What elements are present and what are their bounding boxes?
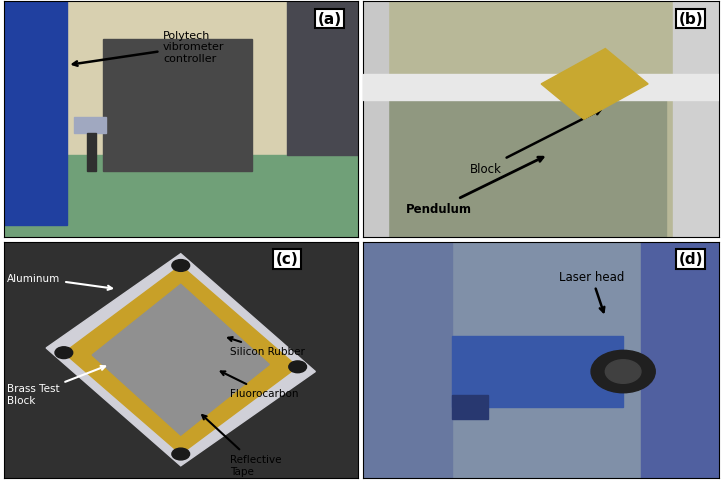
- Bar: [287, 2, 358, 156]
- Circle shape: [172, 260, 189, 272]
- Bar: [641, 242, 719, 478]
- Circle shape: [591, 350, 655, 393]
- Bar: [452, 396, 488, 419]
- Bar: [4, 2, 67, 226]
- Text: (a): (a): [317, 12, 341, 27]
- Polygon shape: [93, 285, 269, 435]
- Bar: [103, 40, 252, 172]
- Text: Aluminum: Aluminum: [7, 273, 112, 290]
- Bar: [452, 336, 623, 407]
- Bar: [363, 2, 388, 238]
- Bar: [363, 75, 719, 101]
- Text: Block: Block: [470, 111, 600, 175]
- Text: Laser head: Laser head: [559, 271, 625, 312]
- Circle shape: [55, 347, 73, 359]
- Text: Pendulum: Pendulum: [406, 158, 543, 216]
- Text: Brass Test
Block: Brass Test Block: [7, 366, 105, 405]
- Text: Reflective
Tape: Reflective Tape: [202, 415, 282, 476]
- Bar: [87, 134, 95, 172]
- Circle shape: [172, 448, 189, 460]
- Text: (d): (d): [679, 252, 703, 267]
- Polygon shape: [64, 266, 298, 454]
- Text: Fluorocarbon: Fluorocarbon: [221, 372, 299, 398]
- Text: Silicon Rubber: Silicon Rubber: [228, 337, 305, 356]
- Bar: [4, 2, 358, 156]
- Circle shape: [288, 361, 307, 373]
- Text: (b): (b): [679, 12, 703, 27]
- Bar: [4, 156, 358, 238]
- Bar: [363, 96, 666, 238]
- Bar: [74, 118, 106, 134]
- Text: (c): (c): [275, 252, 299, 267]
- Polygon shape: [46, 254, 315, 466]
- Circle shape: [605, 360, 641, 384]
- Polygon shape: [542, 49, 648, 120]
- Bar: [363, 242, 452, 478]
- Bar: [673, 2, 719, 238]
- Text: Polytech
vibrometer
controller: Polytech vibrometer controller: [73, 31, 225, 67]
